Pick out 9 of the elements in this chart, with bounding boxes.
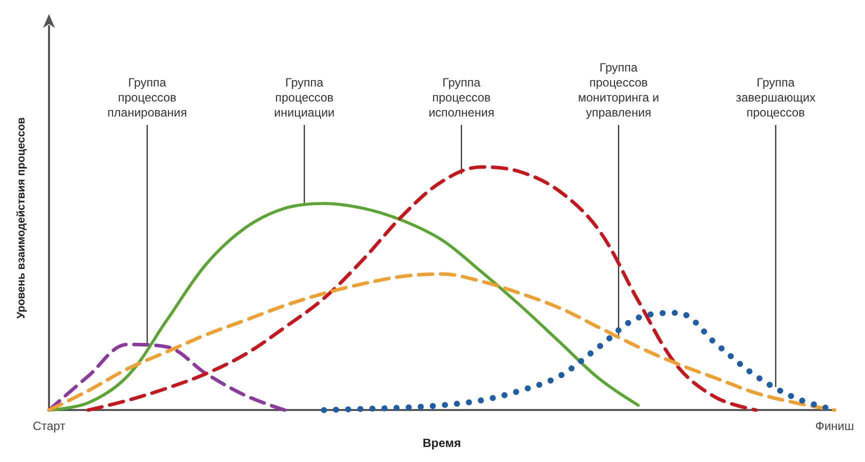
- text: Группа завершающих процессов: [736, 76, 816, 120]
- text: Группа процессов планирования: [107, 76, 187, 120]
- text: Группа процессов исполнения: [428, 76, 494, 120]
- y-axis-title: Уровень взаимодействия процессов: [16, 117, 28, 319]
- text: Группа процессов инициации: [274, 76, 335, 120]
- x-axis-title: Время: [422, 436, 461, 450]
- x-tick-label: Финиш: [815, 419, 854, 434]
- x-tick-label: Старт: [32, 419, 66, 434]
- text: Группа процессов мониторинга и управления: [578, 60, 660, 120]
